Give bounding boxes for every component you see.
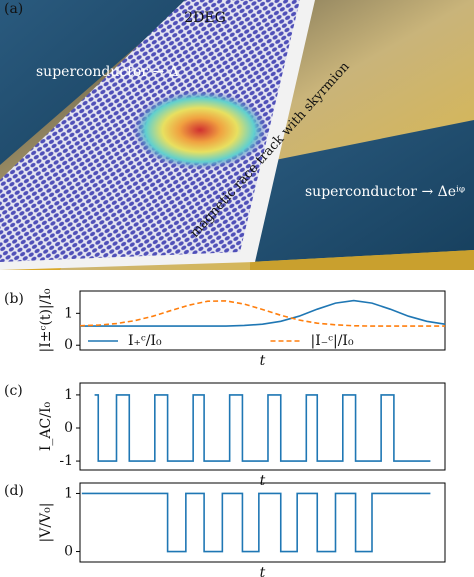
plot-frame <box>79 382 446 471</box>
plot-frame <box>79 290 446 351</box>
y-tick-label: 0 <box>64 420 73 436</box>
gold-right <box>250 250 474 270</box>
series-line <box>81 492 431 553</box>
y-axis-label: |I±ᶜ(t)|/I₀ <box>38 288 54 352</box>
x-axis-label: t <box>260 565 266 577</box>
y-tick-label: 1 <box>64 305 73 321</box>
panel-label: (d) <box>4 483 24 499</box>
superconductor-left <box>0 0 190 165</box>
series-line <box>80 299 446 327</box>
legend-label: I₊ᶜ/I₀ <box>128 333 162 349</box>
panel-a: (a) 2DEG superconductor → Δ magnetic rac… <box>0 0 474 270</box>
y-tick-label: 0 <box>64 544 73 560</box>
legend-label: |I₋ᶜ|/I₀ <box>311 333 354 349</box>
label-sc-right: superconductor → Δeⁱᵠ <box>305 184 465 200</box>
series-line <box>79 300 445 327</box>
y-axis-label: |V/V₀| <box>38 503 54 543</box>
label-2deg: 2DEG <box>184 10 226 26</box>
series-line <box>94 394 431 462</box>
y-tick-label: 1 <box>64 387 73 403</box>
x-axis-label: t <box>260 353 266 369</box>
skyrmion <box>132 90 268 170</box>
y-tick-label: -1 <box>59 453 73 469</box>
label-sc-left: superconductor → Δ <box>36 64 179 80</box>
y-axis-label: I_AC/I₀ <box>38 402 54 452</box>
panel-label: (b) <box>4 291 24 307</box>
panel-label: (c) <box>4 383 23 399</box>
superconductor-right <box>250 120 474 262</box>
y-tick-label: 0 <box>64 337 73 353</box>
plot-frame <box>79 482 446 563</box>
y-tick-label: 1 <box>64 485 73 501</box>
panel-label: (a) <box>4 1 23 17</box>
x-axis-label: t <box>260 473 266 489</box>
